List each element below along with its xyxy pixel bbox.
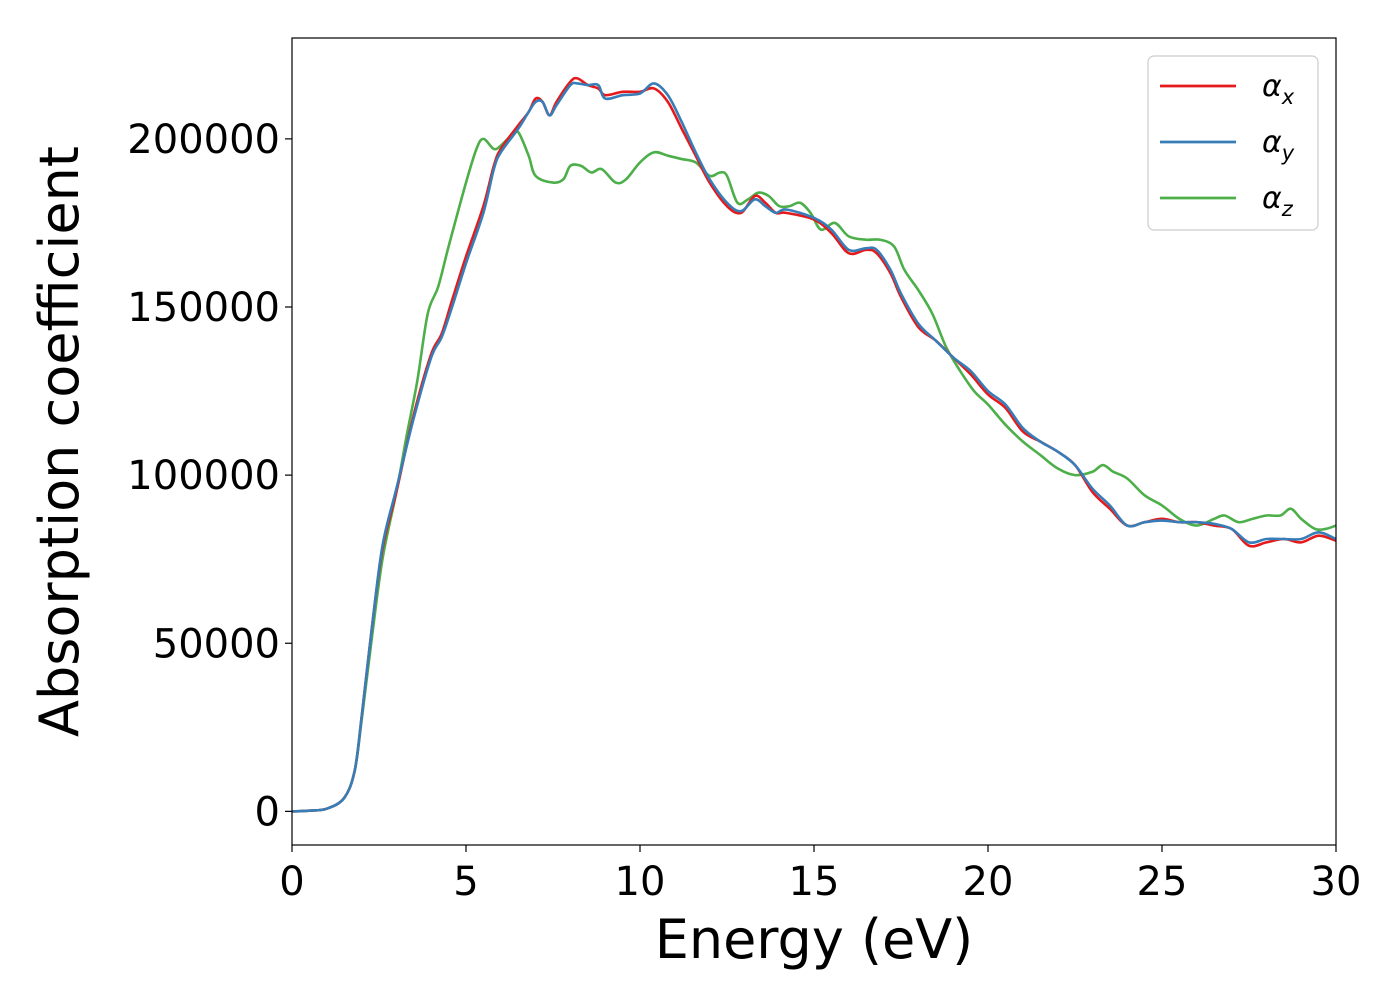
y-tick-label: 100000: [127, 453, 280, 499]
y-tick-label: 150000: [127, 285, 280, 331]
y-tick-label: 200000: [127, 117, 280, 163]
series-line-z: [292, 129, 1336, 813]
x-tick-label: 5: [453, 859, 478, 905]
x-tick-label: 10: [615, 859, 666, 905]
y-tick-label: 50000: [153, 621, 280, 667]
legend-label-x: αx: [1262, 69, 1295, 109]
legend-label-z: αz: [1262, 181, 1294, 221]
y-tick-label: 0: [255, 789, 280, 835]
series-line-y: [292, 81, 1336, 813]
axes-layer: 0 5 10 15 20 25 30 0 50000 100000 150000 200000 Ener…: [28, 37, 1362, 971]
x-tick-label: 15: [789, 859, 840, 905]
legend: αx αy αz: [1147, 55, 1319, 231]
series-layer: [292, 76, 1336, 813]
x-tick-label: 0: [279, 859, 304, 905]
x-tick-label: 20: [963, 859, 1014, 905]
legend-label-y: αy: [1262, 125, 1295, 165]
x-tick-label: 30: [1311, 859, 1362, 905]
x-axis-label: Energy (eV): [655, 908, 974, 971]
y-axis-label: Absorption coefficient: [28, 146, 91, 737]
x-tick-label: 25: [1137, 859, 1188, 905]
